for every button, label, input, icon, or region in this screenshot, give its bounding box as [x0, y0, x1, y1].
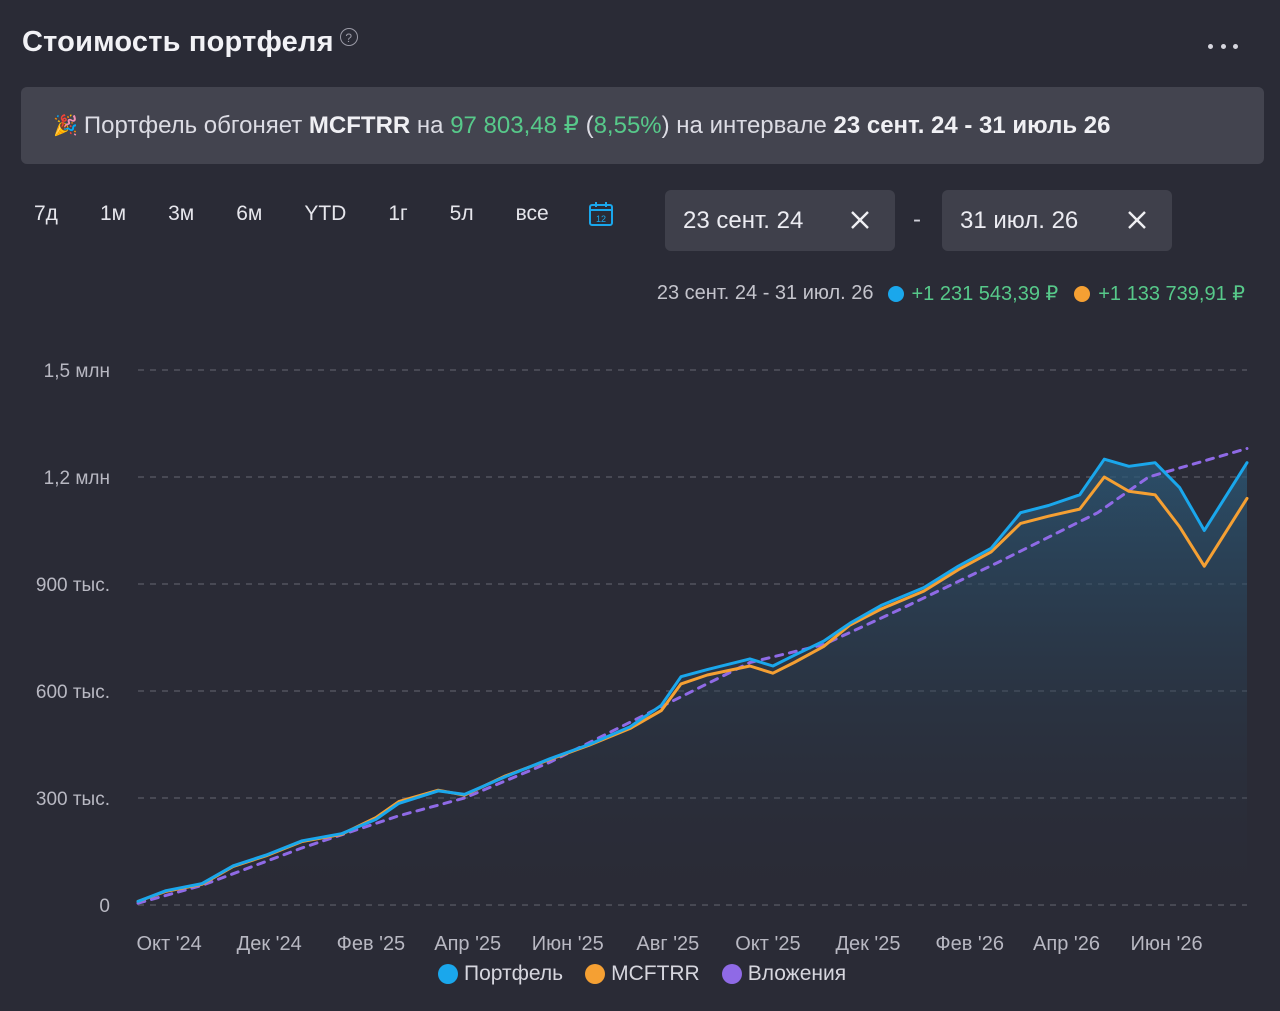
outperformance-banner: 🎉 Портфель обгоняет MCFTRR на 97 803,48 …: [21, 87, 1264, 164]
x-tick-label: Дек '25: [835, 933, 900, 955]
legend-benchmark-dot: [585, 964, 606, 984]
x-tick-label: Авг '25: [636, 933, 699, 955]
x-tick-label: Окт '25: [735, 933, 800, 955]
ellipsis-dot: [1233, 43, 1238, 49]
portfolio-line: [136, 457, 1249, 903]
date-to-field[interactable]: [942, 190, 1172, 251]
x-tick-label: Фев '25: [337, 933, 406, 955]
period-5y[interactable]: 5л: [449, 202, 474, 225]
calendar-icon[interactable]: 12: [587, 200, 615, 228]
summary-range: 23 сент. 24 - 31 июл. 26: [656, 282, 874, 304]
ellipsis-icon[interactable]: [1208, 36, 1238, 56]
svg-text:12: 12: [596, 214, 606, 224]
title-row: Стоимость портфеля ?: [22, 26, 358, 59]
investments-line: [136, 447, 1249, 905]
y-tick-label: 900 тыс.: [36, 575, 110, 596]
banner-on: на: [416, 111, 444, 139]
legend-portfolio[interactable]: Портфель: [438, 962, 563, 986]
portfolio-change: +1 231 543,39 ₽: [911, 283, 1059, 305]
x-tick-label: Апр '26: [1033, 933, 1100, 955]
page-title: Стоимость портфеля: [22, 26, 334, 58]
benchmark-change: +1 133 739,91 ₽: [1098, 283, 1245, 305]
period-all[interactable]: все: [515, 202, 549, 225]
ellipsis-dot: [1208, 43, 1213, 49]
clear-date-from-icon[interactable]: [849, 209, 871, 231]
legend-benchmark-label: MCFTRR: [611, 962, 700, 985]
legend-portfolio-label: Портфель: [464, 962, 564, 985]
legend-investments-label: Вложения: [747, 962, 847, 985]
ellipsis-dot: [1220, 43, 1226, 49]
banner-interval: 23 сент. 24 - 31 июль 26: [833, 111, 1111, 139]
banner-prefix: Портфель обгоняет: [83, 111, 303, 139]
legend-benchmark[interactable]: MCFTRR: [585, 962, 700, 986]
chart-legend: Портфель MCFTRR Вложения: [438, 962, 846, 986]
banner-open-paren: (: [585, 111, 594, 139]
date-to-input[interactable]: [960, 206, 1085, 235]
y-tick-label: 300 тыс.: [36, 789, 110, 810]
y-tick-label: 1,5 млн: [44, 361, 110, 382]
legend-investments[interactable]: Вложения: [721, 962, 847, 986]
period-3m[interactable]: 3м: [168, 202, 195, 225]
portfolio-area: [138, 459, 1247, 905]
x-tick-label: Дек '24: [237, 933, 302, 955]
party-popper-icon: 🎉: [53, 115, 78, 137]
period-1y[interactable]: 1г: [388, 202, 408, 225]
date-separator: -: [913, 206, 921, 233]
y-tick-label: 0: [99, 896, 110, 917]
period-selector: 7д 1м 3м 6м YTD 1г 5л все 12: [22, 196, 615, 232]
legend-portfolio-dot: [438, 964, 458, 984]
x-tick-label: Июн '26: [1131, 933, 1203, 955]
period-7d[interactable]: 7д: [34, 202, 58, 225]
period-6m[interactable]: 6м: [236, 202, 263, 225]
date-from-field[interactable]: [665, 190, 895, 251]
portfolio-dot: [887, 285, 904, 302]
date-from-input[interactable]: [683, 206, 808, 235]
clear-date-to-icon[interactable]: [1126, 209, 1148, 231]
change-summary: 23 сент. 24 - 31 июл. 26 +1 231 543,39 ₽…: [657, 281, 1245, 306]
banner-amount: 97 803,48 ₽: [450, 112, 579, 139]
period-ytd[interactable]: YTD: [304, 202, 347, 225]
banner-benchmark: MCFTRR: [308, 111, 411, 139]
x-tick-label: Апр '25: [434, 933, 501, 955]
legend-investments-dot: [721, 964, 742, 984]
y-tick-label: 600 тыс.: [36, 682, 110, 703]
x-tick-label: Фев '26: [935, 933, 1004, 955]
banner-interval-label: ) на интервале: [661, 111, 827, 139]
banner-percent: 8,55%: [593, 111, 662, 139]
x-tick-label: Окт '24: [136, 933, 201, 955]
period-1m[interactable]: 1м: [99, 202, 127, 225]
x-tick-label: Июн '25: [532, 933, 604, 955]
question-circle-icon[interactable]: ?: [339, 28, 358, 46]
benchmark-dot: [1074, 285, 1091, 302]
y-tick-label: 1,2 млн: [44, 468, 110, 489]
